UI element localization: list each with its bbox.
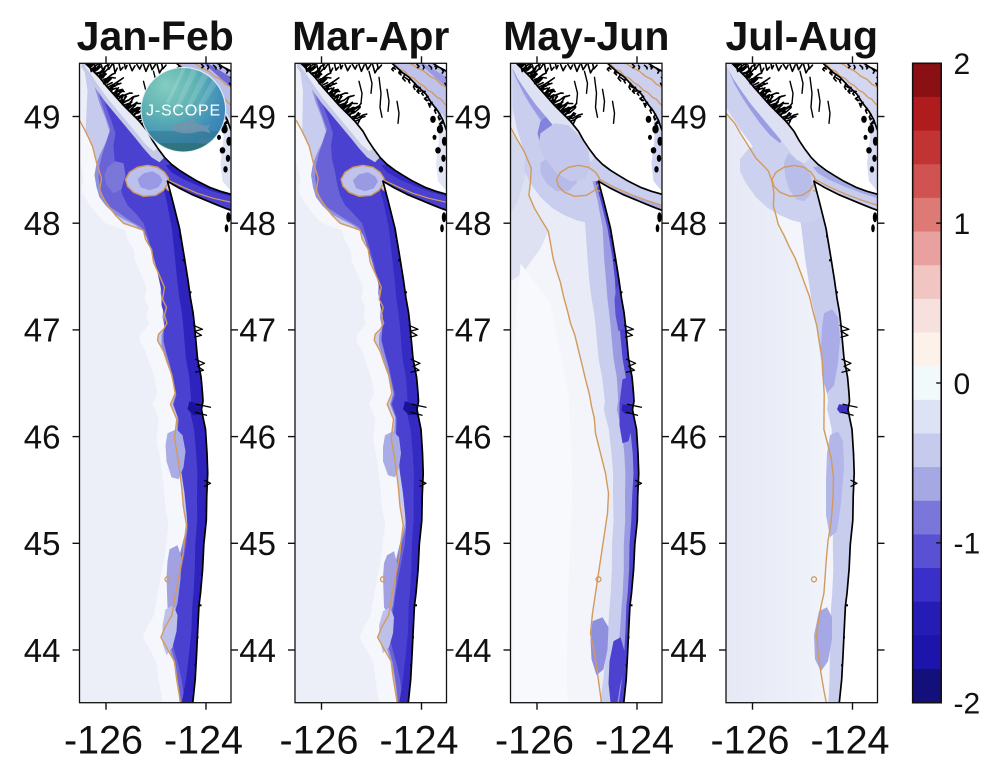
svg-text:Jul-Aug: Jul-Aug (725, 13, 878, 59)
svg-text:Jan-Feb: Jan-Feb (77, 13, 234, 59)
svg-text:48: 48 (24, 205, 61, 242)
svg-text:44: 44 (24, 632, 61, 669)
svg-text:May-Jun: May-Jun (503, 13, 669, 59)
svg-text:46: 46 (670, 418, 707, 455)
svg-text:49: 49 (239, 98, 276, 135)
svg-text:-126: -126 (710, 719, 789, 763)
svg-text:45: 45 (455, 525, 492, 562)
svg-text:44: 44 (239, 632, 276, 669)
svg-text:-124: -124 (595, 719, 674, 763)
svg-text:-124: -124 (810, 719, 889, 763)
svg-text:48: 48 (455, 205, 492, 242)
svg-text:-1: -1 (954, 528, 981, 561)
svg-text:47: 47 (670, 312, 707, 349)
svg-text:-126: -126 (279, 719, 358, 763)
svg-text:49: 49 (455, 98, 492, 135)
svg-text:Mar-Apr: Mar-Apr (292, 13, 449, 59)
svg-text:48: 48 (239, 205, 276, 242)
svg-text:45: 45 (670, 525, 707, 562)
svg-text:2: 2 (954, 48, 971, 81)
svg-text:46: 46 (455, 418, 492, 455)
svg-text:-126: -126 (495, 719, 574, 763)
svg-text:45: 45 (24, 525, 61, 562)
svg-text:46: 46 (24, 418, 61, 455)
svg-text:1: 1 (954, 208, 971, 241)
svg-text:J-SCOPE: J-SCOPE (146, 103, 221, 120)
svg-text:-124: -124 (164, 719, 243, 763)
svg-text:48: 48 (670, 205, 707, 242)
svg-text:-124: -124 (379, 719, 458, 763)
svg-text:0: 0 (954, 368, 971, 401)
svg-text:46: 46 (239, 418, 276, 455)
svg-text:47: 47 (239, 312, 276, 349)
svg-text:-2: -2 (954, 688, 981, 721)
svg-text:47: 47 (24, 312, 61, 349)
svg-text:47: 47 (455, 312, 492, 349)
svg-text:44: 44 (670, 632, 707, 669)
svg-text:49: 49 (24, 98, 61, 135)
svg-text:49: 49 (670, 98, 707, 135)
svg-text:45: 45 (239, 525, 276, 562)
svg-text:-126: -126 (64, 719, 143, 763)
svg-text:44: 44 (455, 632, 492, 669)
